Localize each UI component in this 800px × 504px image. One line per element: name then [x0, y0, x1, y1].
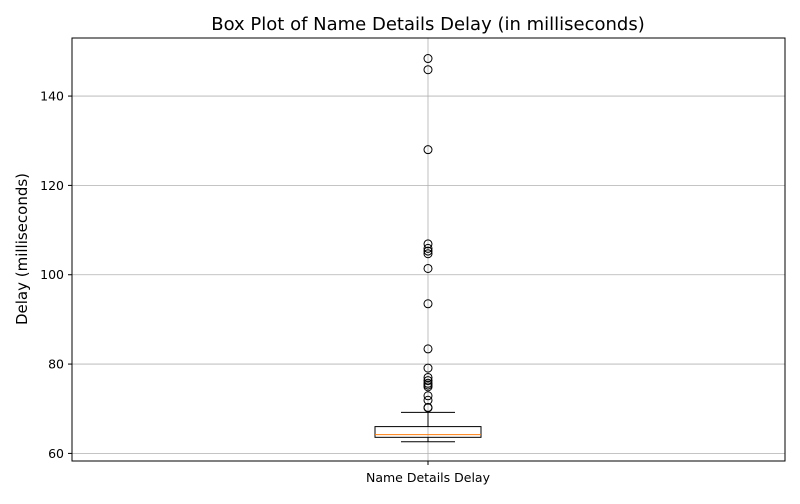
outlier-point: [423, 65, 433, 75]
outlier-point: [423, 376, 433, 386]
chart-title: Box Plot of Name Details Delay (in milli…: [211, 14, 644, 35]
outlier-point: [423, 263, 433, 273]
outlier-point: [423, 344, 433, 354]
outlier-point: [423, 239, 433, 249]
outlier-point: [423, 299, 433, 309]
outlier-point: [423, 246, 433, 256]
y-tick-label: 120: [40, 178, 64, 193]
outlier-point: [423, 372, 433, 382]
outlier-point: [423, 249, 433, 259]
outlier-point: [423, 402, 433, 412]
outlier-point: [423, 54, 433, 64]
outlier-point: [423, 395, 433, 405]
y-axis-label: Delay (milliseconds): [13, 173, 31, 325]
interquartile-box: [374, 426, 482, 438]
outlier-points: [423, 54, 433, 413]
outlier-point: [423, 378, 433, 388]
outlier-point: [423, 363, 433, 373]
outlier-point: [423, 243, 433, 253]
outlier-point: [423, 391, 433, 401]
y-tick-label: 140: [40, 89, 64, 104]
y-tick-label: 80: [48, 357, 64, 372]
y-tick-label: 100: [40, 267, 64, 282]
y-tick-label: 60: [48, 446, 64, 461]
y-axis-ticks: 60 80 100 120 140: [40, 89, 429, 465]
outlier-point: [423, 145, 433, 155]
x-tick-label-name-details-delay: Name Details Delay: [366, 470, 491, 485]
plot-frame: [71, 37, 786, 462]
